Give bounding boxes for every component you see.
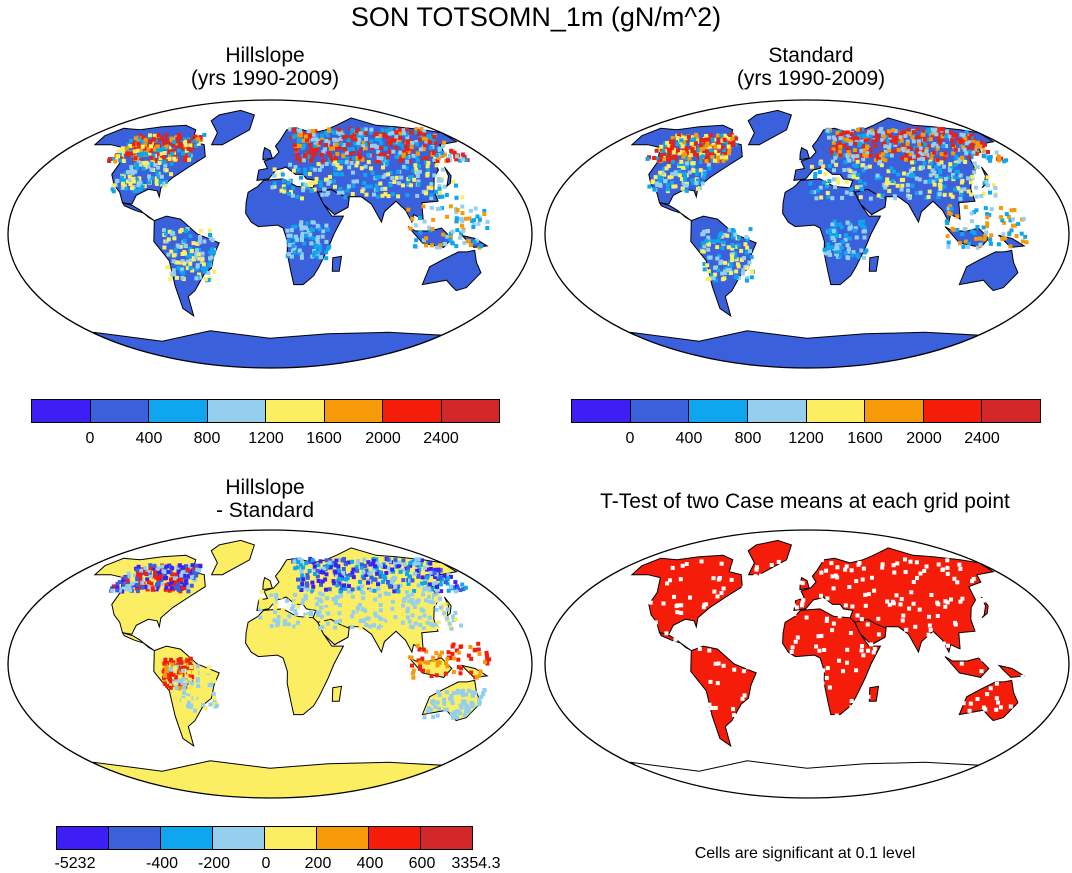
landmass-greenland [210, 539, 256, 576]
panel-title-line1: T-Test of two Case means at each grid po… [600, 490, 1010, 513]
landmass-greenland [210, 109, 256, 146]
landmass-africa [782, 608, 882, 716]
map-hillslope [7, 99, 533, 369]
colorbar-swatch [207, 400, 266, 422]
panel-title-hillslope: Hillslope (yrs 1990-2009) [130, 44, 400, 90]
colorbar-swatch [982, 400, 1040, 422]
colorbar-tick-label: 400 [675, 430, 703, 447]
landmass-antarctica [629, 330, 981, 368]
colorbar-tick-label: 800 [734, 430, 762, 447]
colorbar-tick-label: 800 [193, 430, 221, 447]
colorbar-tick-label: 400 [135, 430, 163, 447]
landmass-greenland [747, 109, 793, 146]
colorbar-swatch [213, 827, 265, 849]
colorbar-swatch [324, 400, 383, 422]
colorbar-swatch [441, 400, 499, 422]
colorbar-swatch [90, 400, 149, 422]
landmass-arabia [317, 618, 350, 646]
colorbar-difference [56, 826, 473, 850]
landmass-antarctica [92, 330, 444, 368]
map-difference [7, 529, 533, 799]
colorbar-hillslope [31, 399, 500, 423]
landmass-centralAm [121, 201, 158, 223]
map-border [7, 529, 533, 799]
colorbar-swatch [161, 827, 213, 849]
colorbar-tick-label: 3354.3 [451, 855, 501, 872]
colorbar-tick-label: 2000 [906, 430, 942, 447]
colorbar-tick-label: 1600 [306, 430, 342, 447]
landmass-antarctica [92, 760, 444, 798]
landmass-centralAm [658, 201, 695, 223]
panel-title-line2: (yrs 1990-2009) [190, 67, 340, 90]
panel-title-ttest: T-Test of two Case means at each grid po… [540, 490, 1070, 513]
landmass-japan [444, 596, 452, 619]
colorbar-tick-label: 1600 [847, 430, 883, 447]
significance-note: Cells are significant at 0.1 level [694, 845, 916, 862]
colorbar-swatch [57, 827, 109, 849]
panel-title-difference: Hillslope - Standard [130, 476, 400, 522]
panel-title-standard: Standard (yrs 1990-2009) [676, 44, 946, 90]
panel-title-line2: - Standard [215, 499, 315, 522]
landmass-antarctica [629, 760, 981, 798]
colorbar-tick-label: -200 [197, 855, 231, 872]
colorbar-swatch [109, 827, 161, 849]
map-standard [544, 99, 1070, 369]
landmass-japan [981, 596, 989, 619]
landmass-uk [262, 576, 273, 591]
landmass-arabia [854, 618, 887, 646]
landmass-australia [958, 249, 1019, 292]
colorbar-tick-label: 1200 [248, 430, 284, 447]
colorbar-swatch [923, 400, 983, 422]
panel-title-line2: (yrs 1990-2009) [736, 67, 886, 90]
landmass-japan [444, 166, 452, 189]
landmass-madagascar [868, 255, 880, 272]
colorbar-swatch [747, 400, 807, 422]
colorbar-swatch [630, 400, 690, 422]
colorbar-tick-label: 400 [356, 855, 384, 872]
colorbar-tick-label: 600 [408, 855, 436, 872]
landmass-madagascar [331, 685, 343, 702]
colorbar-standard [571, 399, 1041, 423]
colorbar-swatch [32, 400, 91, 422]
landmass-newGuinea [997, 664, 1026, 678]
colorbar-swatch [369, 827, 421, 849]
landmass-africa [245, 608, 345, 716]
landmass-madagascar [868, 685, 880, 702]
map-border [7, 99, 533, 369]
colorbar-swatch [689, 400, 748, 422]
colorbar-swatch [806, 400, 866, 422]
colorbar-tick-label: 200 [304, 855, 332, 872]
colorbar-tick-label: 1200 [788, 430, 824, 447]
colorbar-swatch [865, 400, 924, 422]
panel-title-line1: Hillslope [225, 44, 305, 67]
colorbar-tick-label: 0 [85, 430, 95, 447]
colorbar-swatch [266, 400, 325, 422]
colorbar-swatch [383, 400, 442, 422]
colorbar-swatch [317, 827, 369, 849]
map-ttest [544, 529, 1070, 799]
map-border [544, 529, 1070, 799]
colorbar-swatch [265, 827, 317, 849]
landmass-australia [421, 249, 482, 292]
landmass-uk [262, 146, 273, 161]
colorbar-tick-label: -5232 [54, 855, 96, 872]
figure-title: SON TOTSOMN_1m (gN/m^2) [350, 2, 722, 32]
map-border [544, 99, 1070, 369]
colorbar-tick-label: 0 [261, 855, 271, 872]
colorbar-tick-label: -400 [145, 855, 179, 872]
colorbar-swatch [149, 400, 208, 422]
landmass-uk [799, 146, 810, 161]
landmass-madagascar [331, 255, 343, 272]
landmass-centralAm [121, 631, 158, 653]
landmass-indonesia [944, 656, 990, 678]
colorbar-tick-label: 0 [625, 430, 635, 447]
colorbar-tick-label: 2000 [365, 430, 401, 447]
colorbar-tick-label: 2400 [964, 430, 1000, 447]
colorbar-swatch [572, 400, 631, 422]
landmass-northAmerica [630, 554, 743, 635]
panel-title-line1: Standard [768, 44, 854, 67]
colorbar-tick-label: 2400 [423, 430, 459, 447]
colorbar-swatch [421, 827, 472, 849]
panel-title-line1: Hillslope [225, 476, 305, 499]
